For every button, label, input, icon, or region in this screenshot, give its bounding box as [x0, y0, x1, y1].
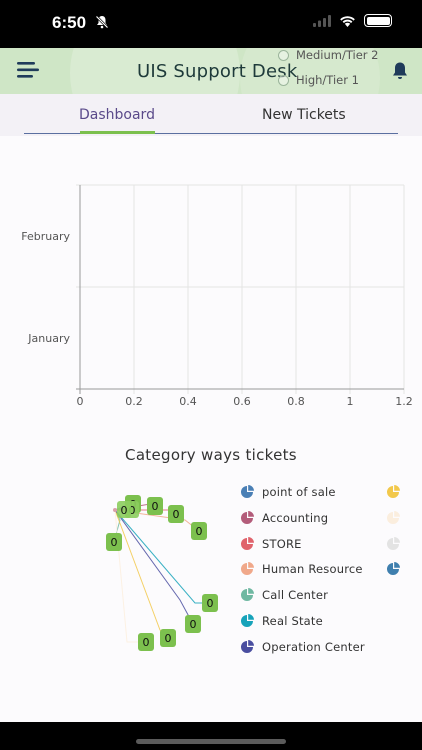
legend-item[interactable]: Operation Center — [240, 638, 415, 656]
tier-label: High/Tier 1 — [296, 73, 359, 87]
pie-legend-icon — [240, 536, 254, 551]
slice-leader-line — [114, 509, 194, 625]
app-title: UIS Support Desk — [137, 61, 298, 82]
pie-slice — [113, 508, 117, 512]
pie-legend-icon — [240, 588, 254, 602]
y-category-label: February — [21, 230, 70, 243]
pie-legend-icon — [240, 562, 254, 576]
slice-value-label: 0 — [173, 508, 180, 521]
cellular-signal-icon — [313, 14, 331, 27]
pie-legend-icon — [240, 639, 254, 654]
legend-label: Accounting — [262, 510, 329, 525]
slice-value-badge — [138, 633, 154, 651]
slice-value-badge — [147, 497, 163, 515]
slice-value-label: 0 — [190, 618, 197, 631]
slice-leader-line — [114, 509, 169, 639]
pie-legend-icon — [240, 485, 254, 499]
slice-value-label: 0 — [111, 536, 118, 549]
legend-item[interactable]: point of sale — [240, 483, 415, 501]
tab-new-tickets[interactable]: New Tickets — [262, 107, 346, 123]
x-tick-label: 1 — [347, 395, 354, 408]
tab-divider — [24, 133, 398, 134]
tab-dashboard[interactable]: Dashboard — [79, 107, 155, 123]
pie-legend-icon — [386, 485, 400, 499]
slice-value-label: 0 — [165, 632, 172, 645]
radio-dot-icon — [278, 49, 289, 61]
menu-icon[interactable] — [16, 60, 40, 80]
tier-option-medium[interactable]: Medium/Tier 2 — [278, 48, 379, 62]
slice-value-label: 0 — [129, 504, 136, 517]
slice-value-badge — [168, 505, 184, 523]
tier-label: Medium/Tier 2 — [296, 48, 379, 62]
category-section-title: Category ways tickets — [125, 446, 297, 464]
slice-value-badge — [185, 615, 201, 633]
slice-value-label: 0 — [152, 500, 159, 513]
radio-dot-icon — [278, 74, 289, 86]
slice-value-badge — [117, 501, 131, 518]
header-decoration — [240, 48, 380, 94]
tier-option-high[interactable]: High/Tier 1 — [278, 73, 359, 87]
legend-label: Call Center — [262, 588, 329, 603]
wifi-icon — [340, 15, 355, 27]
y-category-label: January — [27, 332, 70, 345]
slice-leader-line — [114, 509, 146, 643]
home-indicator[interactable] — [136, 739, 286, 744]
pie-chart-svg: 00000000000 — [106, 495, 218, 651]
pie-legend-icon — [386, 510, 400, 525]
slice-value-badge — [160, 629, 176, 647]
legend-item[interactable]: Human Resource — [240, 560, 415, 578]
x-tick-label: 0.4 — [179, 395, 197, 408]
pie-legend-icon — [386, 536, 400, 551]
legend-item[interactable]: STORE — [240, 535, 415, 553]
silent-bell-icon — [95, 15, 109, 29]
legend-label: STORE — [262, 536, 302, 551]
header-decoration — [70, 48, 240, 94]
slice-value-label: 0 — [143, 636, 150, 649]
slice-value-label: 0 — [207, 597, 214, 610]
x-tick-label: 1.2 — [395, 395, 413, 408]
app-header: UIS Support Desk Medium/Tier 2 High/Tier… — [0, 48, 422, 94]
category-pie-chart: 00000000000 — [100, 490, 230, 660]
slice-value-label: 0 — [196, 525, 203, 538]
slice-value-label: 0 — [121, 504, 128, 517]
active-tab-indicator — [80, 131, 155, 134]
legend-label: Real State — [262, 614, 323, 628]
status-time: 6:50 — [52, 13, 87, 32]
slice-value-badge — [106, 533, 122, 551]
bar-chart-svg: 0 0.2 0.4 0.6 0.8 1 1.2 February January — [21, 184, 413, 408]
tab-bar: Dashboard New Tickets — [0, 94, 422, 136]
x-tick-label: 0 — [77, 395, 84, 408]
legend-item[interactable]: Call Center — [240, 586, 415, 604]
x-tick-label: 0.6 — [233, 395, 251, 408]
battery-icon — [364, 14, 392, 27]
x-tick-label: 0.8 — [287, 395, 305, 408]
legend-item[interactable]: Real State — [240, 612, 415, 630]
notification-bell-icon[interactable] — [391, 61, 409, 81]
slice-value-badge — [191, 522, 207, 540]
pie-legend-icon — [240, 510, 254, 525]
status-bar: 6:50 — [0, 0, 422, 48]
pie-legend-icon — [386, 562, 400, 576]
pie-legend-icon — [240, 614, 254, 628]
bottom-bar — [0, 722, 422, 750]
status-indicators — [313, 14, 392, 27]
slice-value-badge — [202, 594, 218, 612]
legend-label: Operation Center — [262, 639, 365, 654]
x-tick-label: 0.2 — [125, 395, 143, 408]
legend-label: point of sale — [262, 485, 336, 499]
monthly-tickets-chart: 0 0.2 0.4 0.6 0.8 1 1.2 February January — [0, 150, 422, 420]
legend-label: Human Resource — [262, 562, 363, 577]
legend-item[interactable]: Accounting — [240, 509, 415, 527]
